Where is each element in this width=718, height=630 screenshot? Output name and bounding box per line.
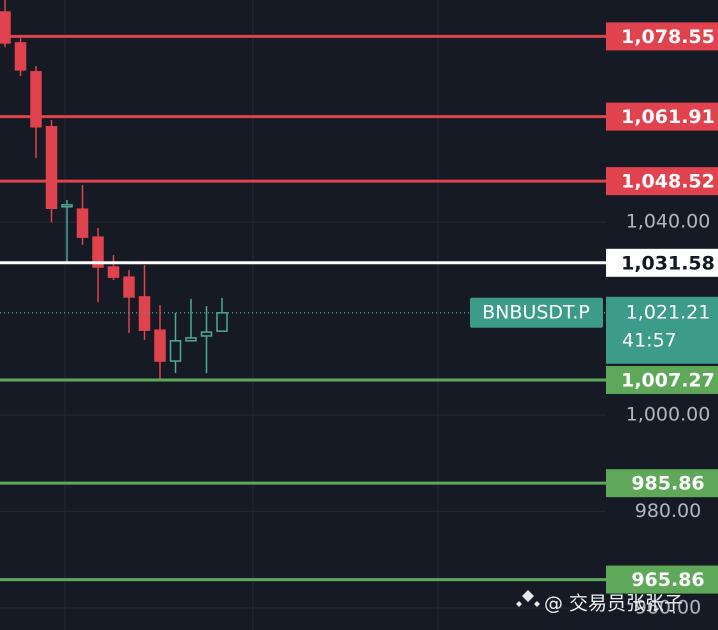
candle-body — [200, 331, 213, 337]
candle-body — [107, 266, 120, 278]
y-tick-label: 980.00 — [635, 500, 701, 522]
candle-body — [123, 276, 135, 298]
y-tick-label: 960.00 — [635, 596, 701, 618]
level-label-box — [606, 167, 718, 196]
symbol-label: BNBUSDT.P — [482, 301, 590, 323]
candle-body — [76, 208, 89, 238]
level-label-box — [606, 248, 718, 277]
current-price-box — [606, 296, 718, 364]
level-label-box — [606, 22, 718, 51]
level-label: 1,031.58 — [621, 252, 715, 274]
level-label: 965.86 — [631, 569, 704, 591]
candle-body — [185, 337, 197, 342]
watermark: @ 交易员张张子 — [544, 593, 683, 615]
level-label-box — [606, 469, 718, 498]
y-tick-label: 1,040.00 — [626, 211, 711, 233]
watermark-icon — [516, 590, 540, 610]
level-label: 985.86 — [631, 473, 704, 495]
candle-body — [92, 236, 104, 268]
candle-body — [216, 312, 228, 332]
level-label: 1,007.27 — [621, 369, 715, 391]
candle-body — [169, 340, 182, 362]
level-label: 1,061.91 — [621, 106, 715, 128]
y-tick-label: 1,000.00 — [626, 404, 711, 426]
candle-body — [154, 329, 166, 362]
countdown-label: 41:57 — [622, 329, 677, 351]
candle-body — [45, 126, 58, 209]
symbol-box — [470, 297, 603, 328]
level-label-box — [606, 365, 718, 394]
level-label-box — [606, 102, 718, 131]
candle-body — [61, 204, 73, 208]
level-label-box — [606, 565, 718, 594]
candle-body — [0, 11, 11, 44]
candle-body — [30, 71, 42, 128]
level-label: 1,048.52 — [621, 171, 715, 193]
level-label: 1,078.55 — [621, 26, 715, 48]
current-price-label: 1,021.21 — [626, 301, 711, 323]
candle-body — [14, 42, 27, 71]
candle-body — [138, 296, 151, 331]
